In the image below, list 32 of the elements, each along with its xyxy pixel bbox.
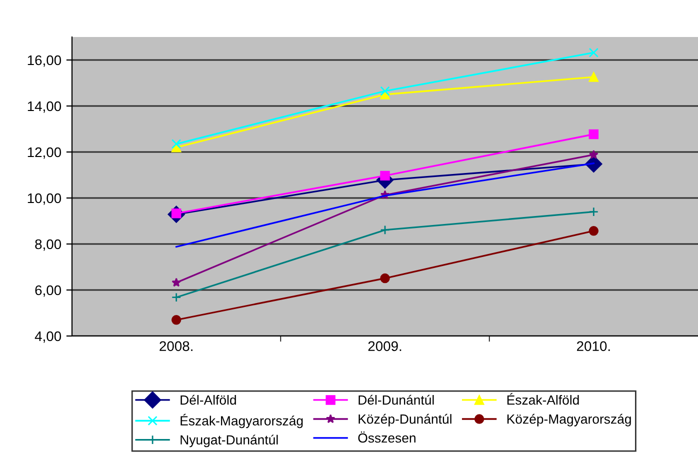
- legend-label: Nyugat-Dunántúl: [180, 434, 278, 448]
- point: [171, 139, 182, 149]
- point: [588, 129, 599, 140]
- x-tick-label: 2009.: [368, 341, 402, 352]
- legend-label: Észak-Magyarország: [180, 414, 303, 428]
- point: [172, 278, 181, 287]
- legend-label: Észak-Alföld: [507, 393, 579, 405]
- legend-label: Közép-Magyarország: [507, 414, 631, 426]
- point: [588, 226, 599, 236]
- x-tick-label: 2008.: [160, 341, 192, 352]
- y-tick-label: 10,00: [28, 193, 62, 205]
- y-tick-label: 6,00: [35, 285, 62, 297]
- point: [380, 170, 390, 181]
- point: [380, 273, 390, 284]
- legend-label: Dél-Dunántúl: [358, 394, 434, 405]
- y-tick-label: 8,00: [35, 239, 62, 251]
- point: [589, 150, 598, 159]
- x-tick-label: 2010.: [576, 341, 610, 352]
- point: [588, 206, 599, 217]
- point: [171, 315, 182, 325]
- y-tick-label: 14,00: [28, 101, 62, 113]
- y-tick-label: 12,00: [28, 147, 62, 159]
- legend-label: Összesen: [358, 431, 416, 443]
- legend-label: Dél-Alföld: [180, 394, 236, 405]
- point: [380, 225, 390, 235]
- point: [380, 86, 390, 96]
- legend-label: Közép-Dunántúl: [358, 414, 452, 426]
- y-tick-label: 16,00: [28, 55, 62, 67]
- point: [588, 72, 599, 82]
- point: [588, 48, 599, 58]
- y-tick-label: 4,00: [34, 331, 62, 343]
- point: [171, 292, 182, 302]
